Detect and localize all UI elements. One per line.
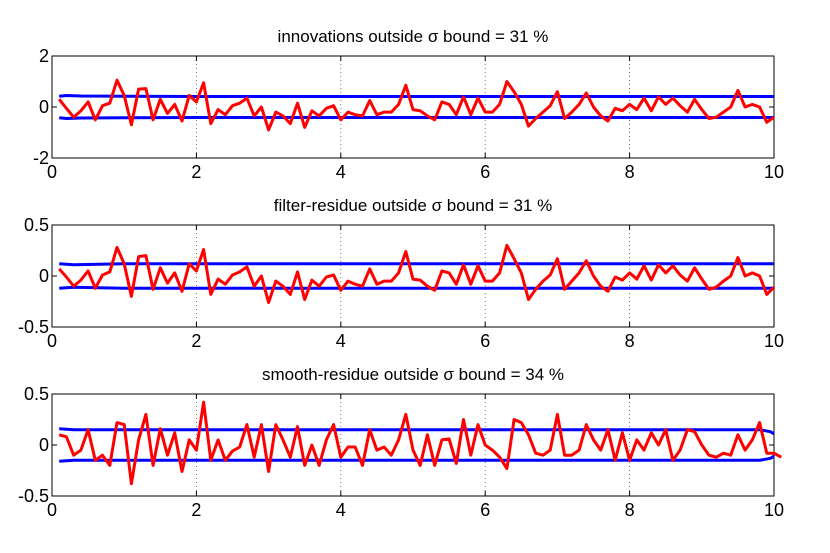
innovations-x-tick-label: 10 — [764, 162, 784, 182]
filter-residue-x-tick-label: 10 — [764, 331, 784, 351]
smooth-residue-x-tick-label: 8 — [625, 500, 635, 520]
smooth-residue-y-tick-label: 0.5 — [24, 384, 49, 404]
filter-residue-upper-sigma-bound — [59, 262, 774, 267]
innovations-x-tick-label: 0 — [47, 162, 57, 182]
filter-residue-panel-title: filter-residue outside σ bound = 31 % — [274, 196, 552, 215]
smooth-residue-x-tick-label: 10 — [764, 500, 784, 520]
innovations-upper-sigma-bound — [59, 94, 774, 98]
innovations-y-tick-label: 2 — [39, 46, 49, 66]
innovations-x-tick-label: 6 — [480, 162, 490, 182]
smooth-residue-y-tick-label: 0 — [39, 435, 49, 455]
innovations-lower-sigma-bound — [59, 116, 774, 120]
innovations-x-tick-label: 2 — [191, 162, 201, 182]
filter-residue-panel: filter-residue outside σ bound = 31 % 0 2… — [18, 196, 784, 351]
smooth-residue-x-tick-label: 6 — [480, 500, 490, 520]
smooth-residue-y-tick-label: -0.5 — [18, 486, 49, 506]
filter-residue-series-line — [58, 243, 776, 304]
innovations-x-tick-label: 8 — [625, 162, 635, 182]
filter-residue-y-tick-label: 0.5 — [24, 215, 49, 235]
filter-residue-x-tick-label: 6 — [480, 331, 490, 351]
smooth-residue-x-tick-label: 2 — [191, 500, 201, 520]
innovations-x-tick-label: 4 — [336, 162, 346, 182]
filter-residue-y-tick-label: -0.5 — [18, 317, 49, 337]
smooth-residue-x-tick-label: 4 — [336, 500, 346, 520]
smooth-residue-x-tick-label: 0 — [47, 500, 57, 520]
filter-residue-x-tick-label: 2 — [191, 331, 201, 351]
filter-residue-x-tick-label: 0 — [47, 331, 57, 351]
innovations-panel: innovations outside σ bound = 31 % 0 2 4 6 8… — [33, 27, 784, 182]
smooth-residue-panel: smooth-residue outside σ bound = 34 % 0 2… — [18, 365, 784, 520]
smooth-residue-upper-sigma-bound — [59, 427, 775, 436]
innovations-series-line — [58, 78, 775, 132]
filter-residue-y-tick-label: 0 — [39, 266, 49, 286]
smooth-residue-panel-title: smooth-residue outside σ bound = 34 % — [262, 365, 564, 384]
smooth-residue-lower-sigma-bound — [59, 454, 775, 463]
innovations-y-tick-label: -2 — [33, 148, 49, 168]
filter-residue-x-tick-label: 4 — [336, 331, 346, 351]
innovations-panel-title: innovations outside σ bound = 31 % — [278, 27, 549, 46]
filter-residue-lower-sigma-bound — [59, 285, 774, 290]
smooth-residue-series-line — [58, 400, 782, 486]
filter-residue-x-tick-label: 8 — [625, 331, 635, 351]
innovations-y-tick-label: 0 — [39, 97, 49, 117]
